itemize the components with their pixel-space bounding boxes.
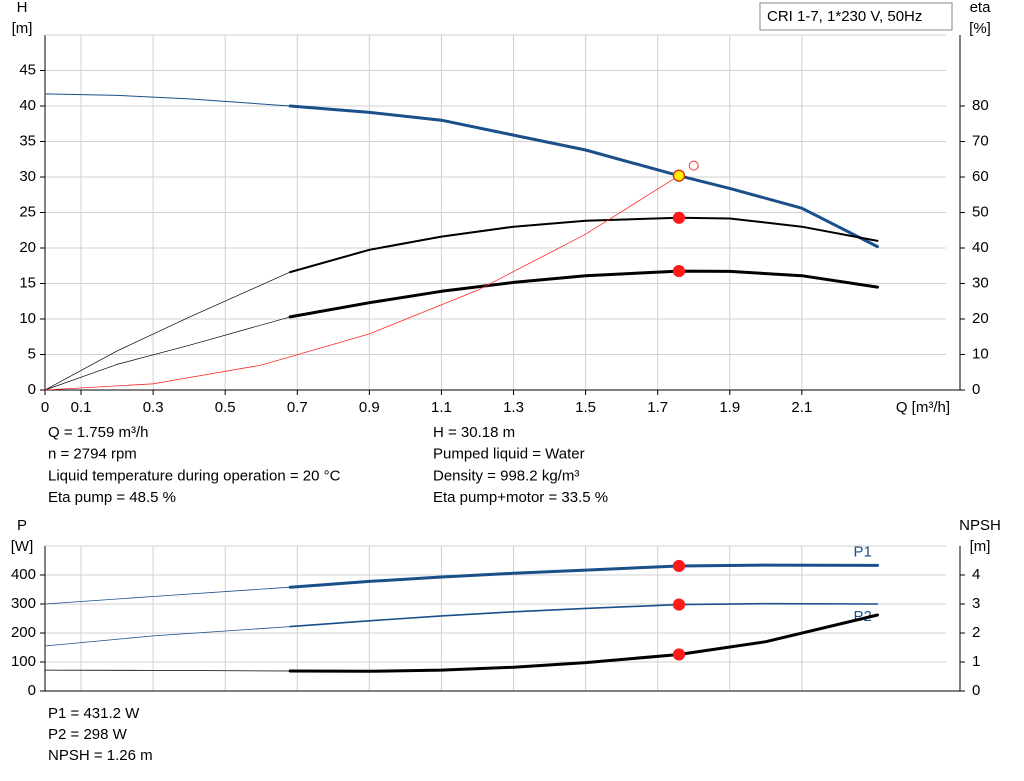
y-tick-label: 10 <box>19 310 36 327</box>
x-tick-label: 1.9 <box>719 399 740 416</box>
info-text: H = 30.18 m <box>433 424 515 441</box>
y-tick-label: 100 <box>11 653 36 670</box>
title-box <box>759 2 953 31</box>
info-text: NPSH = 1.26 m <box>48 747 153 764</box>
curve <box>44 586 291 605</box>
y2-tick-label: 50 <box>972 203 989 220</box>
x-tick-label: 1.7 <box>647 399 668 416</box>
x-tick-label: 0.5 <box>215 399 236 416</box>
y-tick-label: 0 <box>28 381 36 398</box>
operating-point <box>688 160 699 171</box>
y-axis-unit: [m] <box>12 20 33 37</box>
y-tick-label: 0 <box>28 682 36 699</box>
y-tick-label: 300 <box>11 595 36 612</box>
x-tick-label: 0.3 <box>143 399 164 416</box>
curve <box>44 93 291 107</box>
y-tick-label: 400 <box>11 566 36 583</box>
x-tick-label: 0.7 <box>287 399 308 416</box>
y2-axis-label: eta <box>970 0 992 16</box>
operating-point <box>672 559 686 573</box>
info-text: Density = 998.2 kg/m³ <box>433 467 579 484</box>
y2-tick-label: 0 <box>972 381 980 398</box>
y2-tick-label: 3 <box>972 595 980 612</box>
series-label: P1 <box>854 543 872 560</box>
curve <box>44 271 291 391</box>
x-tick-label: 2.1 <box>791 399 812 416</box>
operating-point <box>672 264 686 278</box>
y2-tick-label: 2 <box>972 624 980 641</box>
operating-point <box>672 211 686 224</box>
info-text: Pumped liquid = Water <box>433 446 585 463</box>
chart-title: CRI 1-7, 1*230 V, 50Hz <box>767 8 922 25</box>
y2-tick-label: 10 <box>972 345 989 362</box>
x-tick-label: 1.1 <box>431 399 452 416</box>
info-text: Eta pump+motor = 33.5 % <box>433 489 608 506</box>
y2-tick-label: 1 <box>972 653 980 670</box>
operating-point <box>672 169 686 182</box>
y2-axis-label: NPSH <box>959 517 1001 534</box>
y-axis-label: H <box>17 0 28 16</box>
y-tick-label: 15 <box>19 274 36 291</box>
y2-tick-label: 4 <box>972 566 980 583</box>
info-text: P2 = 298 W <box>48 726 128 743</box>
y2-tick-label: 30 <box>972 274 989 291</box>
y2-tick-label: 80 <box>972 97 989 114</box>
y2-tick-label: 60 <box>972 168 989 185</box>
y-tick-label: 35 <box>19 132 36 149</box>
curve <box>289 216 879 274</box>
x-axis-label: Q [m³/h] <box>896 399 950 416</box>
info-text: Q = 1.759 m³/h <box>48 424 148 441</box>
y2-axis-unit: [%] <box>969 20 991 37</box>
y-tick-label: 30 <box>19 168 36 185</box>
y2-tick-label: 0 <box>972 682 980 699</box>
x-tick-label: 1.5 <box>575 399 596 416</box>
y-tick-label: 200 <box>11 624 36 641</box>
y2-axis-unit: [m] <box>970 538 991 555</box>
curve <box>289 602 879 628</box>
x-tick-label: 0.9 <box>359 399 380 416</box>
y-axis-unit: [W] <box>11 538 34 555</box>
y-tick-label: 20 <box>19 239 36 256</box>
y-tick-label: 5 <box>28 345 36 362</box>
info-text: Eta pump = 48.5 % <box>48 489 176 506</box>
y-tick-label: 45 <box>19 61 36 78</box>
curve <box>44 316 291 391</box>
y2-tick-label: 70 <box>972 132 989 149</box>
y-tick-label: 25 <box>19 203 36 220</box>
curve <box>288 613 879 673</box>
y2-tick-label: 40 <box>972 239 989 256</box>
info-text: n = 2794 rpm <box>48 446 137 463</box>
curve <box>44 626 291 647</box>
x-tick-label: 0 <box>41 399 49 416</box>
info-text: P1 = 431.2 W <box>48 705 140 722</box>
operating-point <box>672 598 686 611</box>
curve <box>288 104 879 249</box>
curve <box>288 269 879 319</box>
y-tick-label: 40 <box>19 97 36 114</box>
x-tick-label: 0.1 <box>71 399 92 416</box>
curve <box>44 669 291 672</box>
info-text: Liquid temperature during operation = 20… <box>48 467 341 484</box>
x-tick-label: 1.3 <box>503 399 524 416</box>
y2-tick-label: 20 <box>972 310 989 327</box>
curve <box>44 175 680 391</box>
operating-point <box>672 648 686 661</box>
y-axis-label: P <box>17 517 27 534</box>
curve <box>288 563 879 589</box>
